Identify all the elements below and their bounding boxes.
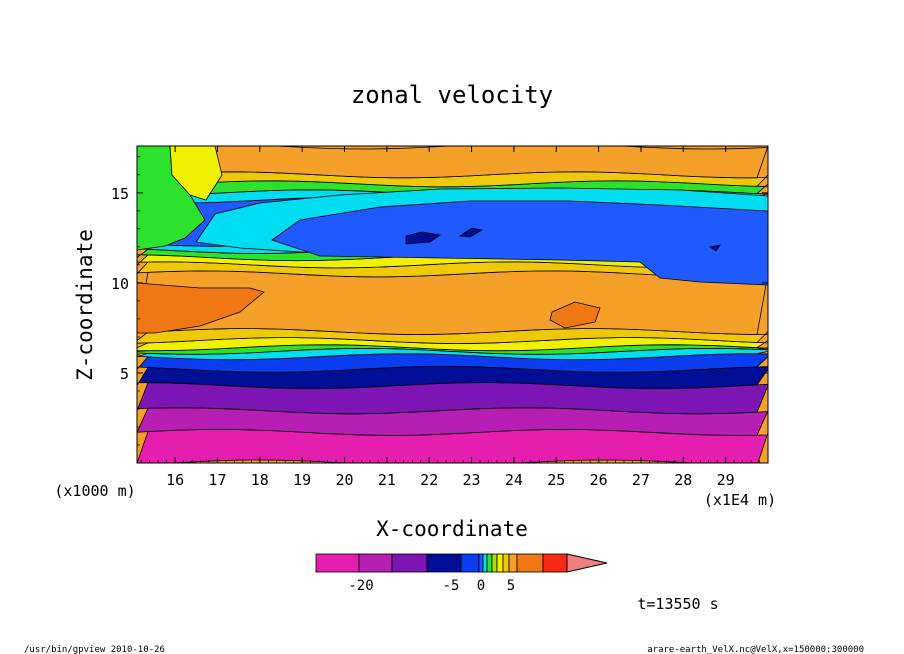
chart-title: zonal velocity [351,81,553,109]
colorbar-cell [496,553,504,573]
colorbar-tick-labels: -20 -5 0 5 [348,578,515,594]
velocity-band [137,146,768,179]
x-tick-label: 21 [378,471,396,489]
blue-core [271,200,768,286]
colorbar-cell [315,553,360,573]
orange-red-left [137,282,265,334]
x-tick-label: 24 [505,471,523,489]
x-tick-label: 22 [420,471,438,489]
upper-left-yellow-region [169,146,223,201]
x-tick-label: 20 [335,471,353,489]
x-tick-label: 26 [590,471,608,489]
x-axis-label: X-coordinate [376,517,528,541]
colorbar-tick-label: -5 [443,578,460,594]
contour-plot [137,146,768,463]
velocity-band [137,428,768,463]
x-tick-label: 29 [717,471,735,489]
x-tick-label: 17 [208,471,226,489]
colorbar-cell [358,553,393,573]
colorbar-cell [486,553,493,573]
dark-blue-patch-2 [458,227,484,238]
dark-blue-patch-3 [708,244,721,252]
contour-features [137,146,768,334]
x-tick-label: 19 [293,471,311,489]
x-unit-label: (x1E4 m) [704,491,776,509]
plot-frame [136,145,769,464]
x-axis: 16 17 18 19 20 21 22 23 24 25 26 27 28 29 [140,146,769,489]
x-tick-label: 28 [674,471,692,489]
x-tick-label: 16 [166,471,184,489]
colorbar-tick-label: 0 [477,578,485,594]
colorbar-cell [491,553,498,573]
y-tick-label: 5 [120,365,129,383]
colorbar-cell [391,553,428,573]
x-tick-label: 18 [251,471,269,489]
colorbar-tick-label: -20 [348,578,373,594]
y-axis-label: Z-coordinate [73,229,97,381]
dark-blue-patch [405,231,442,245]
orange-red-right [549,301,601,329]
colorbar-cell [508,553,518,573]
colorbar-cell [482,553,488,573]
colorbar-cell [516,553,544,573]
y-tick-label: 15 [111,185,129,203]
x-tick-label: 27 [632,471,650,489]
colorbar-cell [478,553,484,573]
time-label: t=13550 s [637,595,718,613]
colorbar-arrow [566,553,608,573]
y-tick-label: 10 [111,275,129,293]
y-unit-label: (x1000 m) [54,482,135,500]
colorbar-cell [542,553,568,573]
colorbar-cell [460,553,480,573]
y-axis: 5 10 15 [111,156,768,446]
colorbar-cell [502,553,510,573]
footer-right: arare-earth_VelX.nc@VelX,x=150000:300000 [647,645,864,654]
x-tick-label: 25 [547,471,565,489]
colorbar-cell [426,553,462,573]
colorbar-tick-label: 5 [507,578,515,594]
x-tick-label: 23 [463,471,481,489]
colorbar [315,553,608,573]
footer-left: /usr/bin/gpview 2010-10-26 [24,645,165,654]
